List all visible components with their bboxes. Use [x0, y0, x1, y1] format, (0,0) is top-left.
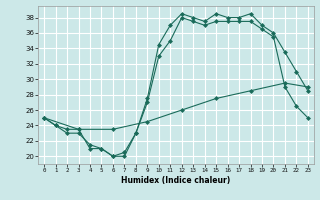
X-axis label: Humidex (Indice chaleur): Humidex (Indice chaleur) [121, 176, 231, 185]
